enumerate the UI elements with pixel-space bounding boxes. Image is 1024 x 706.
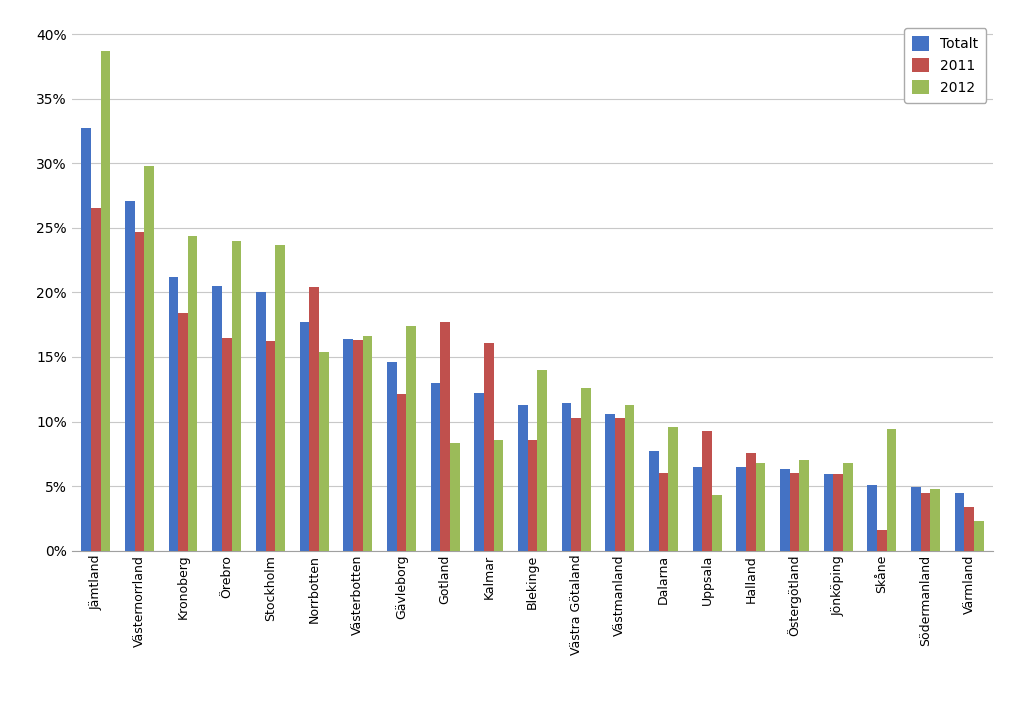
Bar bbox=[887, 429, 896, 551]
Bar bbox=[343, 339, 353, 551]
Bar bbox=[780, 469, 790, 551]
Bar bbox=[91, 208, 100, 551]
Bar bbox=[581, 388, 591, 551]
Bar bbox=[100, 51, 111, 551]
Bar bbox=[571, 418, 581, 551]
Bar bbox=[931, 489, 940, 551]
Bar bbox=[450, 443, 460, 551]
Bar bbox=[353, 340, 362, 551]
Bar bbox=[396, 395, 407, 551]
Bar bbox=[178, 313, 187, 551]
Bar bbox=[790, 473, 800, 551]
Bar bbox=[387, 362, 396, 551]
Bar bbox=[300, 322, 309, 551]
Bar bbox=[615, 418, 625, 551]
Bar bbox=[538, 370, 547, 551]
Bar bbox=[605, 414, 615, 551]
Bar bbox=[81, 128, 91, 551]
Bar bbox=[212, 286, 222, 551]
Bar bbox=[834, 474, 843, 551]
Bar bbox=[921, 493, 931, 551]
Bar bbox=[318, 352, 329, 551]
Bar bbox=[625, 405, 634, 551]
Bar bbox=[275, 244, 285, 551]
Bar bbox=[144, 166, 154, 551]
Bar bbox=[494, 440, 503, 551]
Bar bbox=[702, 431, 712, 551]
Bar bbox=[187, 236, 198, 551]
Bar bbox=[562, 403, 571, 551]
Bar bbox=[518, 405, 527, 551]
Bar bbox=[756, 463, 765, 551]
Bar bbox=[954, 493, 965, 551]
Bar bbox=[134, 232, 144, 551]
Bar bbox=[407, 326, 416, 551]
Bar bbox=[911, 487, 921, 551]
Bar bbox=[265, 342, 275, 551]
Bar bbox=[800, 460, 809, 551]
Bar bbox=[309, 287, 318, 551]
Bar bbox=[669, 426, 678, 551]
Bar bbox=[527, 440, 538, 551]
Bar bbox=[431, 383, 440, 551]
Bar bbox=[693, 467, 702, 551]
Bar bbox=[736, 467, 746, 551]
Bar bbox=[474, 393, 484, 551]
Bar bbox=[484, 342, 494, 551]
Bar bbox=[658, 473, 669, 551]
Bar bbox=[867, 485, 878, 551]
Bar bbox=[878, 530, 887, 551]
Bar bbox=[843, 463, 853, 551]
Bar bbox=[974, 521, 984, 551]
Bar bbox=[169, 277, 178, 551]
Bar bbox=[824, 474, 834, 551]
Bar bbox=[746, 453, 756, 551]
Bar bbox=[362, 336, 372, 551]
Bar bbox=[125, 201, 134, 551]
Bar bbox=[440, 322, 450, 551]
Bar bbox=[965, 507, 974, 551]
Bar bbox=[256, 292, 265, 551]
Bar bbox=[222, 337, 231, 551]
Bar bbox=[712, 495, 722, 551]
Bar bbox=[649, 451, 658, 551]
Legend: Totalt, 2011, 2012: Totalt, 2011, 2012 bbox=[904, 28, 986, 103]
Bar bbox=[231, 241, 241, 551]
